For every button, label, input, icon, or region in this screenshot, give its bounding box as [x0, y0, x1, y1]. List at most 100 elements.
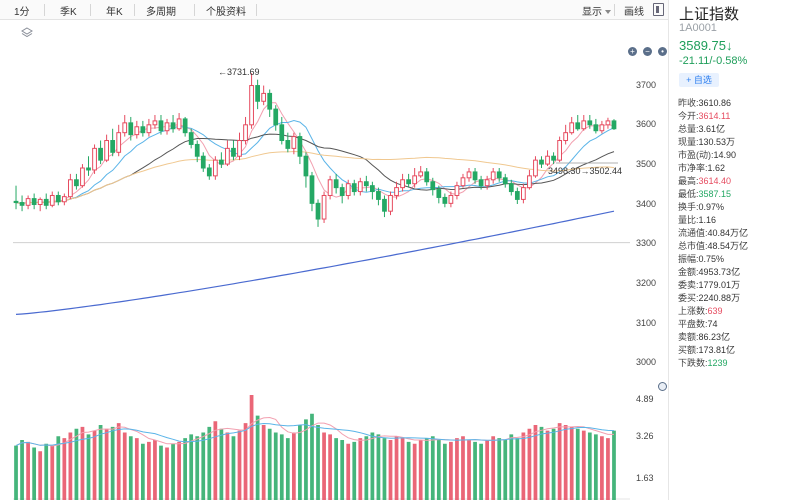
candle-body — [80, 167, 85, 187]
volume-bar — [285, 438, 290, 500]
volume-bar — [14, 445, 18, 500]
volume-bar — [533, 425, 538, 500]
toolbar-divider — [90, 4, 91, 16]
toolbar-divider — [194, 4, 195, 16]
volume-bar — [201, 432, 206, 500]
stat-label: 量比 — [678, 215, 697, 225]
tab-stock-info[interactable]: 个股资料 — [206, 7, 246, 18]
volume-tick-label: 3.26 — [636, 431, 654, 441]
reset-view-icon[interactable]: • — [658, 47, 667, 56]
volume-bar — [557, 423, 562, 500]
candle-body — [13, 200, 19, 204]
candle-body — [98, 147, 103, 161]
volume-bar — [279, 434, 284, 500]
volume-bar — [237, 430, 242, 500]
panel-toggle-icon[interactable] — [653, 3, 664, 16]
volume-bar — [225, 432, 230, 500]
candle-body — [363, 181, 369, 187]
draw-line-button[interactable]: 画线 — [624, 7, 644, 18]
stat-value: 639 — [707, 306, 723, 316]
stat-label: 买额 — [678, 345, 697, 355]
candle-body — [140, 126, 146, 134]
stat-row: 振幅:0.75% — [678, 254, 725, 264]
candle-body — [581, 120, 587, 130]
candle-body — [285, 140, 291, 149]
volume-bar — [563, 425, 568, 500]
add-watchlist-button[interactable]: + 自选 — [679, 73, 719, 87]
volume-bar — [600, 436, 604, 500]
stat-value: 3614.40 — [698, 176, 732, 186]
volume-ma10-line — [15, 422, 615, 447]
stat-row: 平盘数:74 — [678, 319, 718, 329]
volume-bar — [304, 419, 308, 500]
candle-body — [315, 202, 321, 220]
y-tick-label: 3600 — [636, 119, 657, 129]
tab-multi-period[interactable]: 多周期 — [146, 7, 176, 18]
candle-body — [327, 179, 333, 196]
stat-label: 今开 — [678, 111, 697, 121]
volume-bar — [291, 432, 296, 500]
stat-value: 48.54万亿 — [707, 241, 749, 251]
candle-body — [472, 171, 478, 181]
chart-toolbar: 1分 季K 年K 多周期 个股资料 显示 画线 — [0, 0, 668, 20]
volume-bar — [171, 443, 175, 500]
stat-value: 0.75% — [698, 254, 725, 264]
volume-bar — [243, 423, 248, 500]
display-menu[interactable]: 显示 — [582, 3, 611, 18]
volume-bar — [122, 432, 127, 500]
stat-label: 现量 — [678, 137, 697, 147]
volume-bar — [509, 434, 514, 500]
stat-value: 1.16 — [698, 215, 717, 225]
volume-bar — [334, 438, 339, 500]
volume-bar — [527, 428, 532, 500]
low-price-annotation: 3498.30→3502.44 — [548, 166, 623, 176]
volume-bar — [328, 434, 332, 500]
candle-body — [376, 191, 381, 200]
stat-label: 市盈(动) — [678, 150, 711, 160]
stat-label: 振幅 — [678, 254, 697, 264]
tab-1min[interactable]: 1分 — [14, 7, 30, 18]
moving-average-lines — [15, 102, 615, 315]
candle-body — [478, 179, 484, 187]
candle-body — [430, 181, 436, 191]
candle-body — [442, 196, 448, 204]
stat-value: 4953.73亿 — [698, 267, 741, 277]
candle-body — [599, 124, 605, 132]
tab-year-k[interactable]: 年K — [106, 7, 123, 18]
volume-bar — [316, 425, 320, 500]
volume-bar — [128, 436, 133, 500]
layers-icon[interactable] — [21, 26, 33, 38]
volume-bar — [183, 438, 188, 500]
volume-bar — [436, 440, 441, 500]
volume-bar — [255, 415, 260, 500]
volume-bar — [593, 434, 598, 500]
kline-chart[interactable] — [0, 20, 668, 500]
volume-bar — [86, 434, 91, 500]
scroll-handle-icon[interactable] — [658, 382, 667, 391]
candle-body — [593, 124, 599, 132]
tab-quarter-k[interactable]: 季K — [60, 7, 77, 18]
volume-bar — [74, 428, 79, 500]
volume-ma5-line — [15, 416, 614, 447]
volume-bar — [98, 425, 103, 500]
stat-value: 74 — [707, 319, 718, 329]
volume-bar — [587, 432, 592, 500]
y-tick-label: 3400 — [636, 199, 657, 209]
candle-body — [128, 122, 134, 136]
toolbar-divider — [614, 4, 615, 16]
volume-bar — [382, 438, 387, 500]
candle-body — [521, 187, 526, 200]
ma250-line — [15, 210, 615, 315]
candle-body — [237, 140, 242, 157]
zoom-in-icon[interactable]: + — [628, 47, 637, 56]
volume-bar — [153, 440, 157, 500]
volume-bar — [195, 436, 200, 500]
stat-value: 3610.86 — [698, 98, 732, 108]
price-change: -21.11/-0.58% — [679, 55, 748, 67]
zoom-out-icon[interactable]: − — [643, 47, 652, 56]
volume-bar — [68, 432, 73, 500]
volume-bar — [388, 440, 393, 500]
stat-label: 平盘数 — [678, 319, 706, 329]
volume-bar — [376, 434, 381, 500]
volume-bar — [394, 436, 399, 500]
